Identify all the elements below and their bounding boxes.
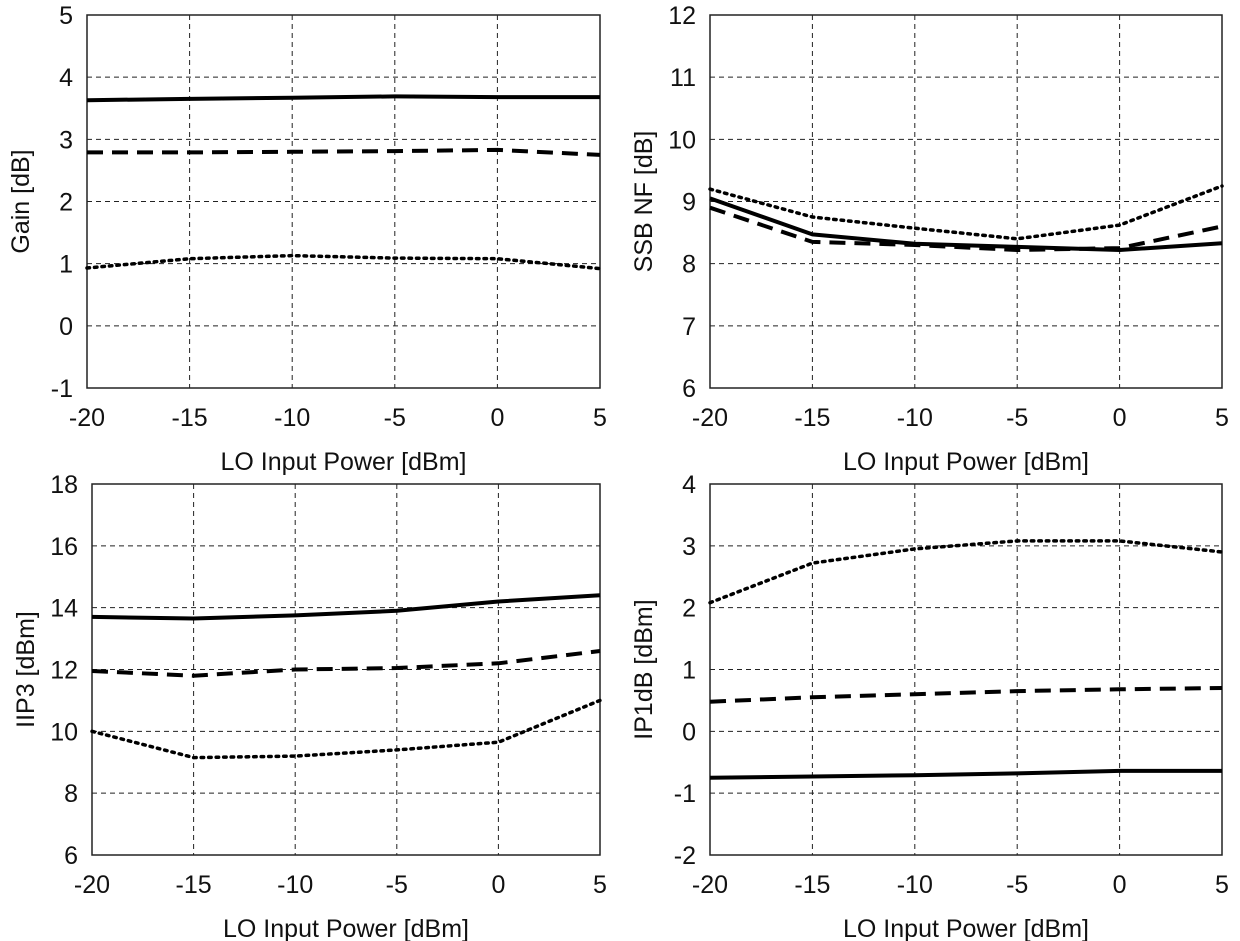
y-tick-label: 12 (50, 657, 78, 685)
y-tick-label: 1 (682, 657, 696, 685)
y-axis-title: IP1dB [dBm] (630, 599, 658, 739)
y-tick-label: 3 (59, 126, 73, 154)
y-tick-label: 8 (682, 251, 696, 279)
y-tick-label: 12 (668, 2, 696, 30)
y-tick-label: 18 (50, 471, 78, 499)
y-tick-label: 7 (682, 313, 696, 341)
x-tick-label: -10 (897, 871, 933, 899)
solid-series-line (91, 593, 601, 621)
x-tick-label: 5 (593, 871, 607, 899)
x-tick-label: 0 (1113, 404, 1127, 432)
y-tick-label: 14 (50, 595, 78, 623)
y-tick-label: 0 (682, 718, 696, 746)
dashed-series-line (709, 205, 1223, 252)
y-tick-label: 4 (59, 64, 73, 92)
x-tick-label: -20 (74, 871, 110, 899)
y-tick-label: 6 (682, 375, 696, 403)
y-tick-label: 2 (682, 595, 696, 623)
y-tick-label: -1 (674, 780, 696, 808)
y-tick-label: 1 (59, 251, 73, 279)
y-axis-title: SSB NF [dB] (630, 131, 658, 273)
x-tick-label: -5 (1006, 871, 1028, 899)
x-tick-label: -10 (277, 871, 313, 899)
y-tick-label: -1 (51, 375, 73, 403)
y-tick-label: 2 (59, 189, 73, 217)
ssb-nf-chart: -20 -15 -10 -5 0 5 6 7 8 9 10 11 12 LO Input Power [d… (630, 2, 1229, 476)
plot-area (91, 483, 601, 856)
x-tick-label: 5 (593, 404, 607, 432)
dashed-series-line (91, 649, 601, 678)
y-tick-label: 11 (670, 64, 696, 92)
x-tick-label: -10 (274, 404, 310, 432)
x-axis-title: LO Input Power [dBm] (221, 448, 467, 476)
x-tick-label: 0 (490, 404, 504, 432)
iip3-chart: -20 -15 -10 -5 0 5 6 8 10 12 14 16 18 LO Input Power … (12, 471, 607, 941)
x-tick-label: -15 (172, 404, 208, 432)
x-axis-title: LO Input Power [dBm] (223, 915, 469, 941)
x-axis-title: LO Input Power [dBm] (843, 915, 1089, 941)
plot-area (709, 14, 1223, 389)
solid-series-line (709, 196, 1223, 252)
x-tick-label: 0 (1113, 871, 1127, 899)
x-tick-label: 0 (491, 871, 505, 899)
y-tick-label: 10 (50, 718, 78, 746)
x-tick-label: -5 (384, 404, 406, 432)
x-tick-label: 5 (1215, 871, 1229, 899)
x-tick-label: -5 (1006, 404, 1028, 432)
x-tick-label: 5 (1215, 404, 1229, 432)
solid-series-line (709, 768, 1222, 780)
x-tick-label: -20 (692, 404, 728, 432)
plot-area (709, 483, 1223, 856)
dotted-series-line (85, 253, 602, 271)
y-tick-label: 5 (59, 2, 73, 30)
solid-series-line (86, 94, 600, 103)
plot-area (86, 14, 601, 389)
dotted-series-line (708, 539, 1224, 605)
dashed-series-line (709, 686, 1223, 704)
y-tick-label: 9 (682, 189, 696, 217)
y-tick-label: 10 (668, 126, 696, 154)
x-tick-label: -20 (69, 404, 105, 432)
x-tick-label: -20 (692, 871, 728, 899)
x-axis-title: LO Input Power [dBm] (843, 448, 1089, 476)
dashed-series-line (87, 147, 601, 157)
y-axis-title: Gain [dB] (7, 149, 35, 253)
y-tick-label: 3 (682, 533, 696, 561)
x-tick-label: -15 (794, 871, 830, 899)
x-tick-label: -15 (176, 871, 212, 899)
y-tick-label: 8 (64, 780, 78, 808)
x-tick-label: -15 (794, 404, 830, 432)
y-axis-title: IIP3 [dBm] (12, 611, 40, 728)
y-tick-label: 16 (50, 533, 78, 561)
x-tick-label: -10 (897, 404, 933, 432)
dotted-series-line (90, 698, 602, 760)
dotted-series-line (708, 184, 1224, 241)
x-tick-label: -5 (386, 871, 408, 899)
y-tick-label: 0 (59, 313, 73, 341)
y-tick-label: 4 (682, 471, 696, 499)
y-tick-label: -2 (674, 842, 696, 870)
y-tick-label: 6 (64, 842, 78, 870)
